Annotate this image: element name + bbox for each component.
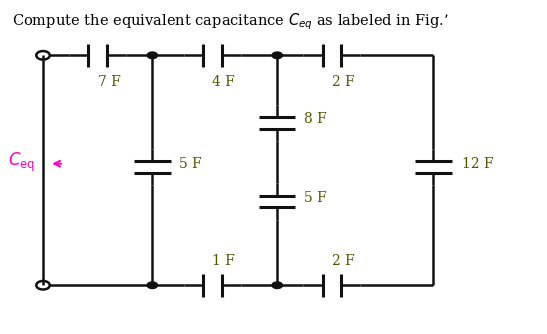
Circle shape xyxy=(147,52,158,58)
Circle shape xyxy=(147,282,158,289)
Text: 1 F: 1 F xyxy=(212,254,235,268)
Text: 8 F: 8 F xyxy=(304,112,327,126)
Text: 12 F: 12 F xyxy=(462,157,493,171)
Text: Compute the equivalent capacitance $C_{eq}$ as labeled in Fig.’: Compute the equivalent capacitance $C_{e… xyxy=(12,11,449,32)
Text: 5 F: 5 F xyxy=(304,191,327,205)
Text: $C_{\mathrm{eq}}$: $C_{\mathrm{eq}}$ xyxy=(8,151,35,174)
Text: 4 F: 4 F xyxy=(212,74,235,89)
Text: 7 F: 7 F xyxy=(98,74,120,89)
Text: 2 F: 2 F xyxy=(332,254,354,268)
Text: 2 F: 2 F xyxy=(332,74,354,89)
Text: 5 F: 5 F xyxy=(179,157,202,171)
Circle shape xyxy=(272,52,282,58)
Circle shape xyxy=(272,282,282,289)
